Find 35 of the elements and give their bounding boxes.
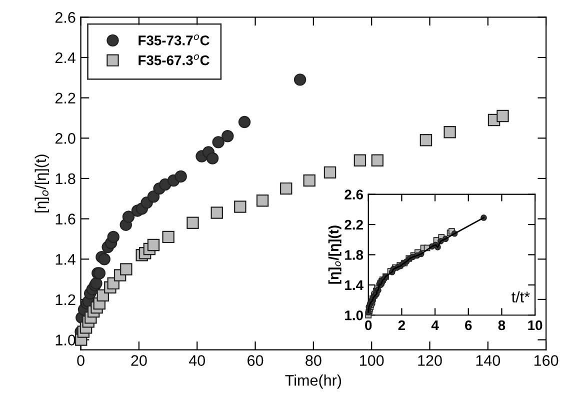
x-tick-label: 2 [398,320,406,330]
x-tick-label: 160 [534,355,558,366]
y-tick-label: 2.6 [55,12,76,23]
y-tick-label: 1.4 [345,280,364,290]
legend-label: F35-67.3$^{o}$C [138,54,210,66]
y-axis-title: [η]$_{o}$/[η](t) [328,226,342,284]
x-tick-label: 4 [431,320,439,330]
y-tick-label: 1.0 [345,310,363,320]
y-tick-label: 2.2 [55,92,76,104]
x-tick-label: 100 [360,355,384,366]
y-tick-label: 1.6 [56,214,76,224]
y-tick-label: 2.0 [55,133,76,144]
x-axis-title: t/t* [512,291,530,302]
x-tick-label: 120 [418,355,442,366]
y-tick-label: 2.4 [55,52,76,64]
x-tick-label: 6 [465,320,472,330]
y-tick-label: 2.2 [344,220,363,230]
y-tick-label: 1.8 [56,173,76,184]
x-tick-label: 0 [77,355,84,366]
x-tick-label: 10 [528,320,542,330]
y-axis-title: [η]$_{o}$/[η](t) [34,154,50,212]
x-tick-label: 60 [248,355,264,366]
y-tick-label: 1.8 [345,250,364,260]
x-axis-title: Time(hr) [285,374,342,389]
y-tick-label: 1.2 [56,294,76,305]
y-tick-label: 1.0 [56,334,76,346]
x-tick-label: 20 [131,355,147,366]
y-tick-label: 1.4 [56,254,76,265]
x-tick-label: 8 [498,320,506,330]
x-tick-label: 80 [306,355,322,366]
x-tick-label: 0 [365,320,372,330]
legend-label: F35-73.7$^{o}$C [138,34,210,46]
x-tick-label: 140 [476,355,500,366]
x-tick-label: 40 [188,355,206,366]
y-tick-label: 2.6 [344,190,364,200]
